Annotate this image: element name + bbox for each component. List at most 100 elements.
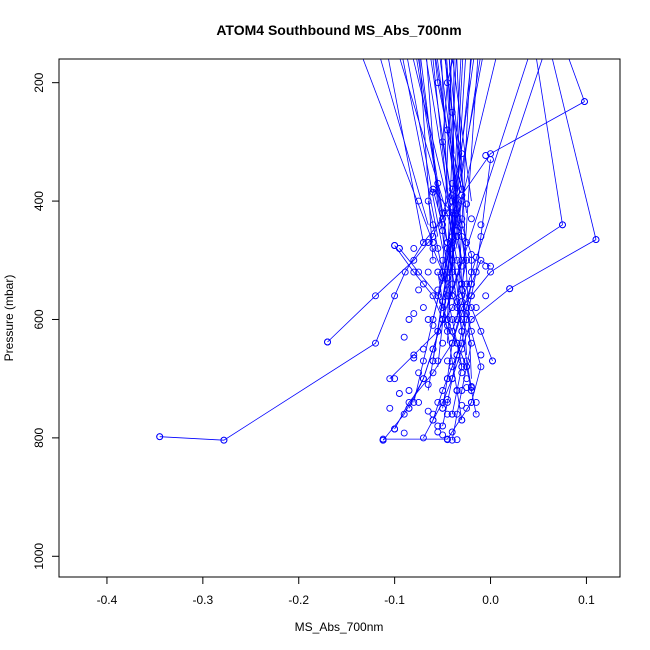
- data-point: [400, 333, 408, 341]
- data-point: [472, 253, 480, 261]
- data-point: [453, 221, 461, 229]
- fan-line-0: [362, 59, 434, 243]
- data-point: [467, 304, 475, 312]
- data-point: [429, 292, 437, 300]
- series-line-9: [394, 245, 463, 415]
- data-point: [458, 401, 466, 409]
- data-point: [443, 436, 451, 444]
- data-point: [448, 327, 456, 335]
- data-point: [439, 304, 447, 312]
- data-point: [429, 188, 437, 196]
- data-point: [477, 221, 485, 229]
- x-tick-label: 0.0: [482, 593, 499, 607]
- data-point: [458, 298, 466, 306]
- data-point: [458, 191, 466, 199]
- data-point: [448, 203, 456, 211]
- data-point: [467, 398, 475, 406]
- data-point: [434, 244, 442, 252]
- data-point: [448, 280, 456, 288]
- data-point: [419, 434, 427, 442]
- x-tick-label: -0.3: [193, 593, 214, 607]
- data-point: [458, 286, 466, 294]
- data-point: [482, 292, 490, 300]
- data-point: [439, 256, 447, 264]
- data-point: [581, 98, 588, 106]
- data-point: [458, 416, 466, 424]
- data-point: [324, 338, 331, 346]
- chart-title: ATOM4 Southbound MS_Abs_700nm: [216, 22, 461, 38]
- data-point: [424, 381, 432, 389]
- data-point: [443, 395, 451, 403]
- data-point: [429, 256, 437, 264]
- data-point: [448, 244, 456, 252]
- data-point: [440, 38, 446, 44]
- data-point: [372, 339, 379, 347]
- data-point: [443, 244, 451, 252]
- y-axis-label: Pressure (mbar): [2, 275, 16, 362]
- data-point: [424, 197, 432, 205]
- data-point: [506, 285, 514, 293]
- data-point: [430, 38, 436, 44]
- fan-line-11: [451, 59, 543, 332]
- y-tick-label: 400: [32, 191, 46, 211]
- data-point: [463, 280, 471, 288]
- data-point: [463, 200, 471, 208]
- data-point: [429, 221, 437, 229]
- data-point: [458, 316, 466, 323]
- fan-line-41: [432, 59, 463, 332]
- fan-line-1: [416, 59, 443, 219]
- data-point: [434, 268, 442, 276]
- data-point: [448, 428, 456, 436]
- fan-line-15: [407, 59, 443, 249]
- data-point: [424, 316, 432, 323]
- data-point: [453, 209, 461, 217]
- data-point: [372, 292, 379, 300]
- data-point: [463, 384, 471, 392]
- data-point: [448, 410, 456, 418]
- data-point: [467, 268, 475, 276]
- data-point: [448, 108, 456, 116]
- data-point: [448, 357, 456, 365]
- data-point: [405, 387, 413, 394]
- data-point: [429, 321, 437, 329]
- data-point: [477, 327, 485, 335]
- data-point: [453, 339, 461, 347]
- data-point: [453, 304, 461, 312]
- data-point: [458, 233, 466, 241]
- data-point: [454, 38, 460, 44]
- data-point: [439, 431, 447, 439]
- y-tick-label: 800: [32, 428, 46, 448]
- y-axis: 200 400 600 800 1000: [32, 72, 60, 570]
- data-point: [429, 369, 437, 377]
- data-point: [434, 398, 442, 406]
- data-point: [410, 398, 418, 406]
- data-point: [405, 316, 413, 323]
- data-point: [472, 304, 480, 312]
- plot-frame: [58, 58, 621, 578]
- data-point: [482, 262, 490, 270]
- data-point: [429, 345, 437, 353]
- data-point: [443, 410, 451, 418]
- series-line-14: [427, 201, 463, 367]
- data-point: [439, 404, 447, 412]
- series-line-19: [437, 272, 463, 421]
- series-line-13: [408, 201, 463, 409]
- data-point: [410, 310, 418, 318]
- data-point: [467, 256, 475, 264]
- data-point: [453, 387, 461, 394]
- data-point: [463, 310, 471, 318]
- data-point: [379, 436, 387, 444]
- data-point: [559, 221, 566, 229]
- fan-line-35: [568, 59, 585, 102]
- data-point: [453, 256, 461, 264]
- data-point: [405, 404, 413, 412]
- data-point: [463, 375, 471, 383]
- data-point: [487, 156, 494, 164]
- series-line-1: [382, 59, 463, 441]
- data-point: [458, 262, 466, 270]
- data-point: [477, 363, 485, 371]
- data-point: [419, 304, 427, 312]
- data-point: [434, 422, 442, 430]
- data-point: [391, 375, 399, 383]
- data-point: [467, 292, 475, 300]
